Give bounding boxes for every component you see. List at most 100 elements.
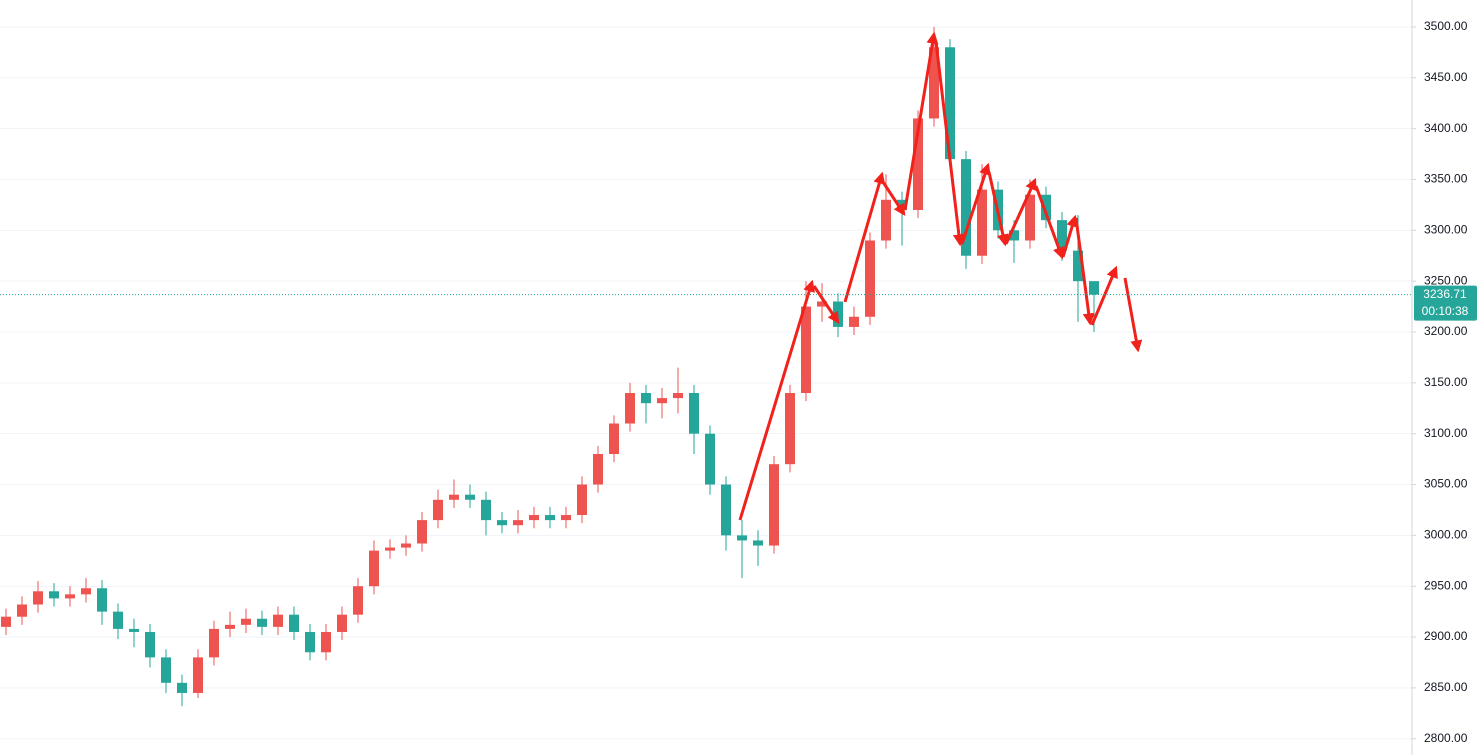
candle-body xyxy=(465,494,475,500)
candle xyxy=(817,283,827,322)
candle-body xyxy=(609,423,619,455)
candle xyxy=(385,539,395,559)
candle xyxy=(561,506,571,529)
annotation-arrow xyxy=(881,181,906,217)
candle-body xyxy=(705,433,715,485)
candle-body xyxy=(865,240,875,317)
candle xyxy=(353,578,363,623)
candle xyxy=(177,674,187,707)
y-tick-label: 2850.00 xyxy=(1424,680,1468,694)
candle-body xyxy=(49,591,59,599)
candle-body xyxy=(769,464,779,546)
candle xyxy=(737,520,747,579)
candle-body xyxy=(129,628,139,632)
candle xyxy=(529,506,539,529)
candle xyxy=(705,425,715,495)
candle xyxy=(417,511,427,552)
candle-body xyxy=(641,393,651,404)
candle-body xyxy=(1073,250,1083,282)
candle-body xyxy=(209,628,219,658)
candle-body xyxy=(561,515,571,521)
y-tick-label: 3350.00 xyxy=(1424,172,1468,186)
candle-body xyxy=(577,484,587,516)
candle-body xyxy=(161,657,171,683)
annotation-arrow xyxy=(812,285,840,324)
candle-body xyxy=(689,393,699,434)
countdown-label: 00:10:38 xyxy=(1422,304,1469,318)
annotation-arrow xyxy=(1034,185,1065,260)
candle-body xyxy=(193,657,203,693)
candle-body xyxy=(433,499,443,521)
candle-body xyxy=(785,393,795,465)
y-tick-label: 3150.00 xyxy=(1424,375,1468,389)
candle-body xyxy=(417,520,427,544)
candle-body xyxy=(113,611,123,629)
candle-body xyxy=(737,535,747,541)
candle-body xyxy=(977,189,987,256)
candle xyxy=(17,596,27,625)
candle-body xyxy=(1,616,11,627)
candle-body xyxy=(497,520,507,526)
candle xyxy=(481,491,491,536)
candle-body xyxy=(545,515,555,521)
candle xyxy=(113,603,123,640)
candle-body xyxy=(625,393,635,424)
candle xyxy=(289,606,299,641)
candle-body xyxy=(1057,220,1067,251)
candle xyxy=(769,456,779,554)
y-tick-label: 3300.00 xyxy=(1424,222,1468,236)
candle-body xyxy=(385,547,395,551)
candle-body xyxy=(513,520,523,526)
annotation-arrow xyxy=(1061,214,1078,258)
price-axis: 2800.00 2850.00 2900.00 2950.00 3000.00 3050.… xyxy=(1412,19,1468,745)
candle xyxy=(161,649,171,693)
candle xyxy=(865,232,875,325)
candle-body xyxy=(929,47,939,119)
candle xyxy=(401,535,411,556)
candle-body xyxy=(17,604,27,617)
candle-body xyxy=(849,316,859,327)
candle-body xyxy=(817,301,827,307)
candle-body xyxy=(369,550,379,587)
candle-body xyxy=(289,614,299,632)
candle xyxy=(225,611,235,638)
annotation-arrow xyxy=(1074,217,1095,326)
candle-body xyxy=(81,588,91,595)
candle xyxy=(785,384,795,473)
candle-body xyxy=(305,631,315,653)
candle-body xyxy=(913,118,923,210)
candle-body xyxy=(321,631,331,653)
candle xyxy=(849,306,859,336)
candle xyxy=(1041,186,1051,229)
candle xyxy=(257,610,267,636)
candle xyxy=(65,586,75,607)
candle-body xyxy=(881,199,891,241)
last-price-label: 3236.71 xyxy=(1423,287,1467,301)
candle xyxy=(577,476,587,524)
candle xyxy=(337,606,347,641)
candle xyxy=(97,580,107,625)
candle-body xyxy=(961,159,971,256)
candle-body xyxy=(753,540,763,546)
candle xyxy=(961,151,971,269)
candle xyxy=(369,540,379,595)
candle xyxy=(657,387,667,419)
candle-body xyxy=(65,594,75,599)
candle xyxy=(465,484,475,508)
annotation-arrow xyxy=(843,171,886,303)
annotation-arrow xyxy=(738,279,815,521)
candle-body xyxy=(1009,230,1019,241)
candle xyxy=(513,509,523,534)
candle xyxy=(209,620,219,666)
y-tick-label: 3100.00 xyxy=(1424,426,1468,440)
candle xyxy=(721,476,731,551)
y-tick-label: 2800.00 xyxy=(1424,731,1468,745)
candle-body xyxy=(257,618,267,627)
candle-body xyxy=(225,624,235,629)
candle xyxy=(673,367,683,414)
annotation-arrow xyxy=(1004,177,1037,245)
candle-body xyxy=(721,484,731,536)
last-price-box xyxy=(1414,285,1477,321)
candle-body xyxy=(657,398,667,404)
